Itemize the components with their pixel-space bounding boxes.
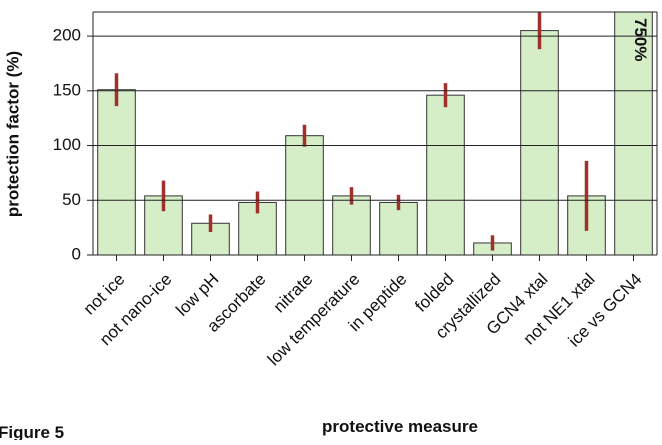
bar [97, 89, 136, 256]
x-axis-title: protective measure [322, 417, 478, 436]
y-tick-label: 50 [62, 190, 81, 209]
y-tick-label: 0 [72, 244, 81, 263]
bar [379, 201, 418, 256]
bar [520, 30, 559, 256]
bar [332, 195, 371, 256]
figure-caption: Figure 5 [0, 423, 64, 440]
bar [285, 135, 324, 256]
y-tick-label: 200 [53, 26, 81, 45]
value-label: 750% [631, 18, 650, 61]
y-axis-title: protection factor (%) [3, 51, 22, 217]
y-tick-label: 150 [53, 80, 81, 99]
plot-area [97, 12, 653, 256]
bar [426, 94, 465, 256]
y-tick-label: 100 [53, 135, 81, 154]
